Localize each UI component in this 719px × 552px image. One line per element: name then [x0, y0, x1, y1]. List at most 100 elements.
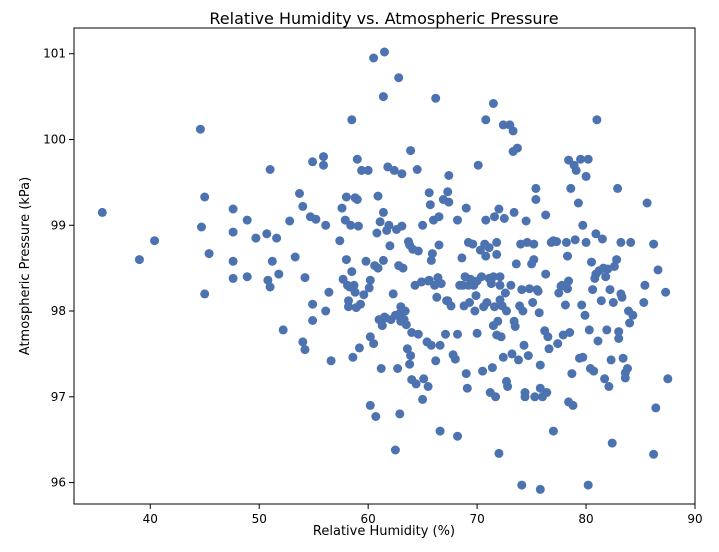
data-point	[378, 207, 388, 217]
x-tick-label: 70	[469, 512, 484, 526]
data-point	[583, 480, 593, 490]
data-point	[427, 249, 437, 259]
data-point	[583, 154, 593, 164]
data-point	[573, 198, 583, 208]
y-tick-label: 101	[43, 47, 66, 61]
data-point	[623, 364, 632, 373]
data-point	[197, 222, 206, 232]
data-point	[552, 237, 562, 247]
data-point	[341, 192, 351, 202]
data-point	[308, 157, 318, 167]
data-point	[200, 289, 210, 299]
data-point	[365, 332, 375, 342]
data-point	[242, 215, 252, 225]
data-point	[321, 306, 331, 316]
data-point	[300, 345, 310, 355]
data-point	[494, 448, 504, 458]
data-point	[498, 120, 508, 130]
y-tick-label: 97	[51, 390, 66, 404]
data-point	[508, 126, 518, 136]
x-axis-label: Relative Humidity (%)	[313, 524, 455, 539]
data-point	[478, 366, 488, 376]
data-point	[335, 236, 345, 246]
data-point	[592, 115, 602, 125]
data-point	[228, 273, 238, 283]
data-point	[510, 322, 520, 331]
data-point	[581, 171, 591, 181]
data-point	[628, 310, 638, 320]
data-point	[584, 325, 594, 335]
data-point	[419, 374, 429, 384]
data-point	[509, 207, 519, 217]
data-point	[363, 165, 373, 175]
data-point	[542, 388, 552, 397]
data-point	[431, 356, 441, 366]
data-point	[450, 354, 460, 364]
data-point	[541, 269, 551, 279]
data-point	[398, 263, 408, 273]
data-point	[481, 251, 491, 261]
data-point	[577, 300, 587, 310]
data-point	[563, 251, 572, 261]
data-point	[378, 255, 388, 265]
data-point	[620, 373, 630, 383]
data-point	[597, 234, 607, 244]
data-point	[493, 316, 503, 326]
plot-area-frame	[73, 27, 696, 505]
data-point	[471, 291, 481, 301]
data-point	[520, 392, 530, 402]
data-point	[468, 239, 478, 249]
data-point	[434, 240, 444, 250]
x-tick-label: 90	[687, 512, 702, 526]
data-point	[500, 288, 510, 298]
data-point	[384, 220, 394, 230]
data-point	[481, 115, 491, 125]
data-point	[608, 298, 618, 307]
data-point	[614, 334, 624, 343]
data-point	[535, 383, 545, 393]
data-point	[435, 340, 445, 350]
data-point	[446, 301, 456, 311]
data-point	[195, 124, 205, 134]
data-point	[401, 320, 411, 330]
data-point	[517, 480, 527, 490]
data-point	[488, 99, 498, 108]
data-point	[601, 272, 611, 282]
data-point	[412, 165, 422, 174]
data-point	[200, 192, 210, 202]
data-point	[423, 382, 433, 391]
data-point	[523, 351, 533, 361]
data-point	[607, 438, 617, 448]
data-point	[150, 236, 160, 246]
data-point	[535, 484, 545, 494]
data-point	[541, 210, 551, 220]
data-point	[353, 221, 363, 231]
data-point	[272, 233, 282, 243]
data-point	[251, 233, 261, 243]
data-point	[563, 284, 572, 294]
data-point	[639, 298, 649, 307]
data-point	[354, 343, 364, 353]
data-point	[492, 237, 502, 247]
data-point	[134, 255, 144, 265]
data-point	[499, 213, 509, 223]
data-point	[377, 321, 387, 331]
data-point	[352, 154, 362, 164]
data-point	[506, 280, 516, 290]
data-point	[571, 165, 581, 175]
data-point	[298, 201, 308, 211]
data-point	[378, 92, 388, 102]
data-point	[265, 165, 275, 174]
data-point	[436, 279, 446, 289]
data-point	[432, 292, 442, 302]
data-point	[441, 329, 450, 339]
data-point	[228, 256, 238, 266]
data-point	[484, 243, 494, 253]
data-point	[380, 47, 389, 57]
data-point	[228, 227, 238, 237]
data-point	[337, 203, 347, 213]
data-point	[444, 171, 454, 180]
data-point	[402, 344, 412, 354]
data-point	[561, 237, 571, 247]
data-point	[290, 252, 300, 262]
